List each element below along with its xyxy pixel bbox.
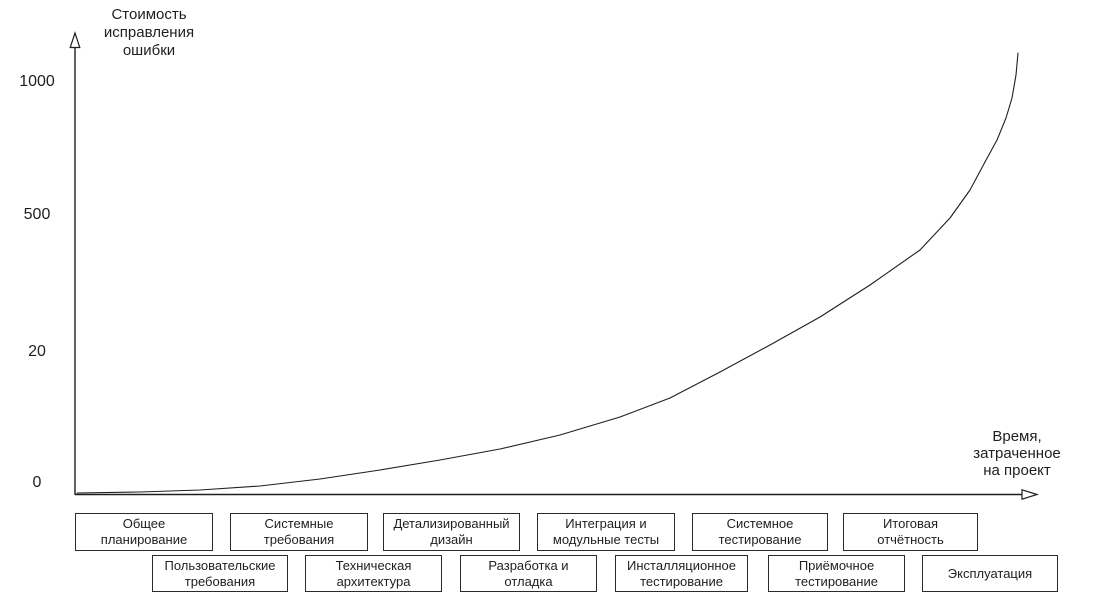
y-axis-arrowhead-icon — [69, 31, 81, 49]
y-tick-label-0: 0 — [32, 474, 42, 491]
y-tick-label-20: 20 — [28, 343, 46, 360]
phase-box-acceptance-testing: Приёмочное тестирование — [768, 555, 905, 592]
phase-box-user-requirements: Пользовательские требования — [152, 555, 288, 592]
phase-box-operation: Эксплуатация — [922, 555, 1058, 592]
x-axis-arrowhead-icon — [1021, 488, 1040, 501]
phase-box-system-requirements: Системные требования — [230, 513, 368, 551]
phase-box-installation-testing: Инсталляционное тестирование — [615, 555, 748, 592]
phase-box-detailed-design: Детализированный дизайн — [383, 513, 520, 551]
phase-box-final-reporting: Итоговая отчётность — [843, 513, 978, 551]
x-axis-title: Время, затраченное на проект — [973, 428, 1061, 479]
phase-box-system-testing: Системное тестирование — [692, 513, 828, 551]
phase-box-integration-unit-tests: Интеграция и модульные тесты — [537, 513, 675, 551]
cost-curve — [76, 52, 1019, 494]
phase-box-development-debugging: Разработка и отладка — [460, 555, 597, 592]
y-tick-label-1000: 1000 — [19, 73, 55, 90]
y-axis-title: Стоимость исправления ошибки — [103, 6, 195, 59]
y-tick-label-500: 500 — [23, 206, 51, 223]
phase-box-general-planning: Общее планирование — [75, 513, 213, 551]
phase-box-technical-architecture: Техническая архитектура — [305, 555, 442, 592]
